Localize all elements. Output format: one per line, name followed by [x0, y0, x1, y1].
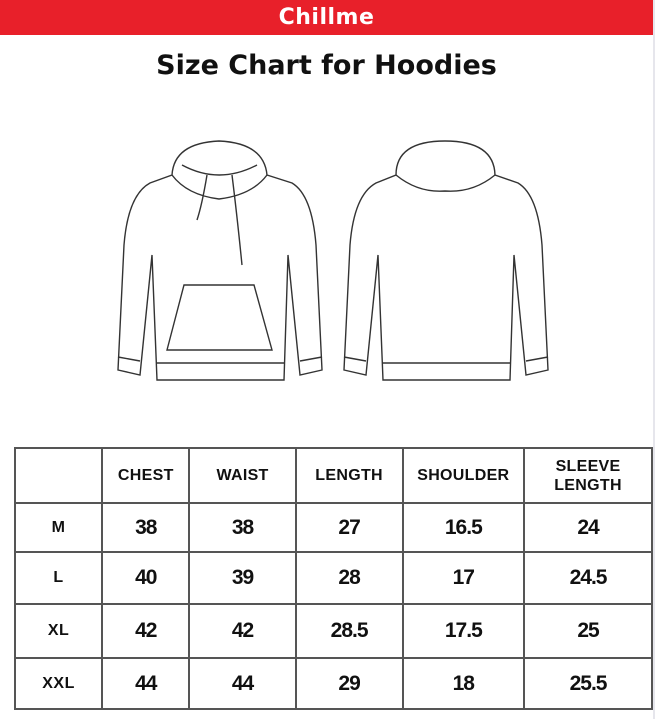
page-title: Size Chart for Hoodies	[156, 50, 497, 81]
chest-cell: 40	[101, 551, 191, 605]
length-cell: 29	[294, 657, 404, 710]
brand-logo: Chillme	[278, 5, 375, 30]
sleeve-length-cell: 25.5	[523, 657, 653, 710]
chest-cell: 44	[101, 657, 191, 710]
length-cell: 28	[294, 551, 404, 605]
sleeve-length-cell: 24.5	[523, 551, 653, 605]
waist-cell: 38	[188, 502, 297, 553]
table-row: L 40 39 28 17 24.5	[13, 551, 653, 605]
hoodie-front-illustration	[117, 140, 323, 381]
shoulder-cell: 18	[401, 657, 526, 710]
header-shoulder: SHOULDER	[401, 447, 526, 504]
chest-cell: 38	[101, 502, 191, 553]
header-size	[13, 447, 104, 504]
waist-cell: 39	[188, 551, 297, 605]
header-sleeve-length: SLEEVE LENGTH	[523, 447, 653, 504]
table-row: XXL 44 44 29 18 25.5	[13, 657, 653, 710]
brand-bar: Chillme	[0, 0, 653, 35]
header-waist: WAIST	[188, 447, 297, 504]
header-chest: CHEST	[101, 447, 191, 504]
size-cell: M	[13, 502, 104, 553]
length-cell: 27	[294, 502, 404, 553]
table-row: M 38 38 27 16.5 24	[13, 502, 653, 553]
sleeve-length-cell: 25	[523, 603, 653, 659]
table-row: XL 42 42 28.5 17.5 25	[13, 603, 653, 659]
shoulder-cell: 17	[401, 551, 526, 605]
size-cell: XL	[13, 603, 104, 659]
length-cell: 28.5	[294, 603, 404, 659]
chest-cell: 42	[101, 603, 191, 659]
waist-cell: 44	[188, 657, 297, 710]
size-cell: L	[13, 551, 104, 605]
size-table: CHEST WAIST LENGTH SHOULDER SLEEVE LENGT…	[13, 447, 653, 710]
waist-cell: 42	[188, 603, 297, 659]
hoodie-back-illustration	[343, 140, 549, 381]
shoulder-cell: 17.5	[401, 603, 526, 659]
shoulder-cell: 16.5	[401, 502, 526, 553]
header-length: LENGTH	[294, 447, 404, 504]
table-header-row: CHEST WAIST LENGTH SHOULDER SLEEVE LENGT…	[13, 447, 653, 504]
size-cell: XXL	[13, 657, 104, 710]
sleeve-length-cell: 24	[523, 502, 653, 553]
